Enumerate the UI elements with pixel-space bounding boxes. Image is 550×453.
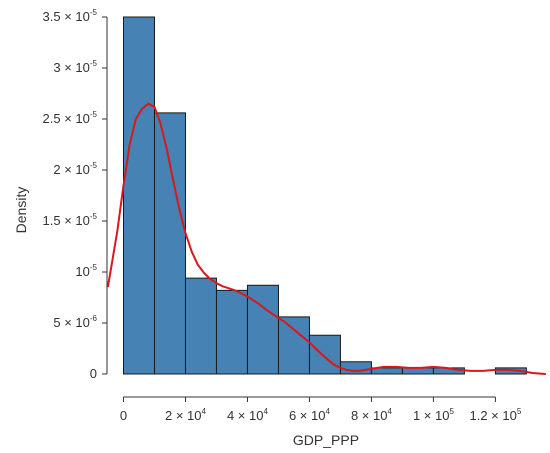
histogram-bar-2 (184, 277, 217, 375)
histogram-bars (122, 16, 527, 375)
histogram-bar-1 (153, 112, 186, 375)
density-curve-layer (107, 102, 546, 375)
x-tick-label-1: 2 × 104 (165, 407, 207, 423)
x-axis: 0 2 × 104 4 × 104 6 × 104 8 × 104 1 × 105 1.2 … (120, 396, 522, 423)
y-tick-label-2: 10-5 (75, 263, 97, 279)
y-tick-label-0: 0 (90, 366, 97, 381)
y-axis-title: Density (13, 187, 29, 234)
histogram-bar-7 (339, 361, 372, 375)
y-tick-label-3: 1.5 × 10-5 (43, 212, 98, 228)
y-tick-label-5: 2.5 × 10-5 (43, 110, 98, 126)
x-tick-label-3: 6 × 104 (289, 407, 331, 423)
y-tick-label-7: 3.5 × 10-5 (43, 8, 98, 24)
density-curve-line (107, 102, 546, 375)
x-tick-label-4: 8 × 104 (351, 407, 393, 423)
x-tick-label-2: 4 × 104 (227, 407, 269, 423)
y-tick-label-1: 5 × 10-6 (53, 314, 97, 330)
y-tick-label-6: 3 × 10-5 (53, 59, 97, 75)
x-tick-label-0: 0 (120, 408, 127, 423)
histogram-bar-0 (122, 16, 155, 375)
histogram-bar-5 (277, 316, 310, 375)
y-axis: 0 5 × 10-6 10-5 1.5 × 10-5 2 × 10-5 2.5 × 10-… (43, 8, 108, 381)
x-tick-label-6: 1.2 × 105 (470, 407, 522, 423)
histogram-bar-3 (215, 289, 248, 375)
x-tick-label-5: 1 × 105 (413, 407, 455, 423)
histogram-bar-6 (308, 334, 341, 375)
x-axis-title: GDP_PPP (293, 432, 359, 448)
y-tick-label-4: 2 × 10-5 (53, 161, 97, 177)
